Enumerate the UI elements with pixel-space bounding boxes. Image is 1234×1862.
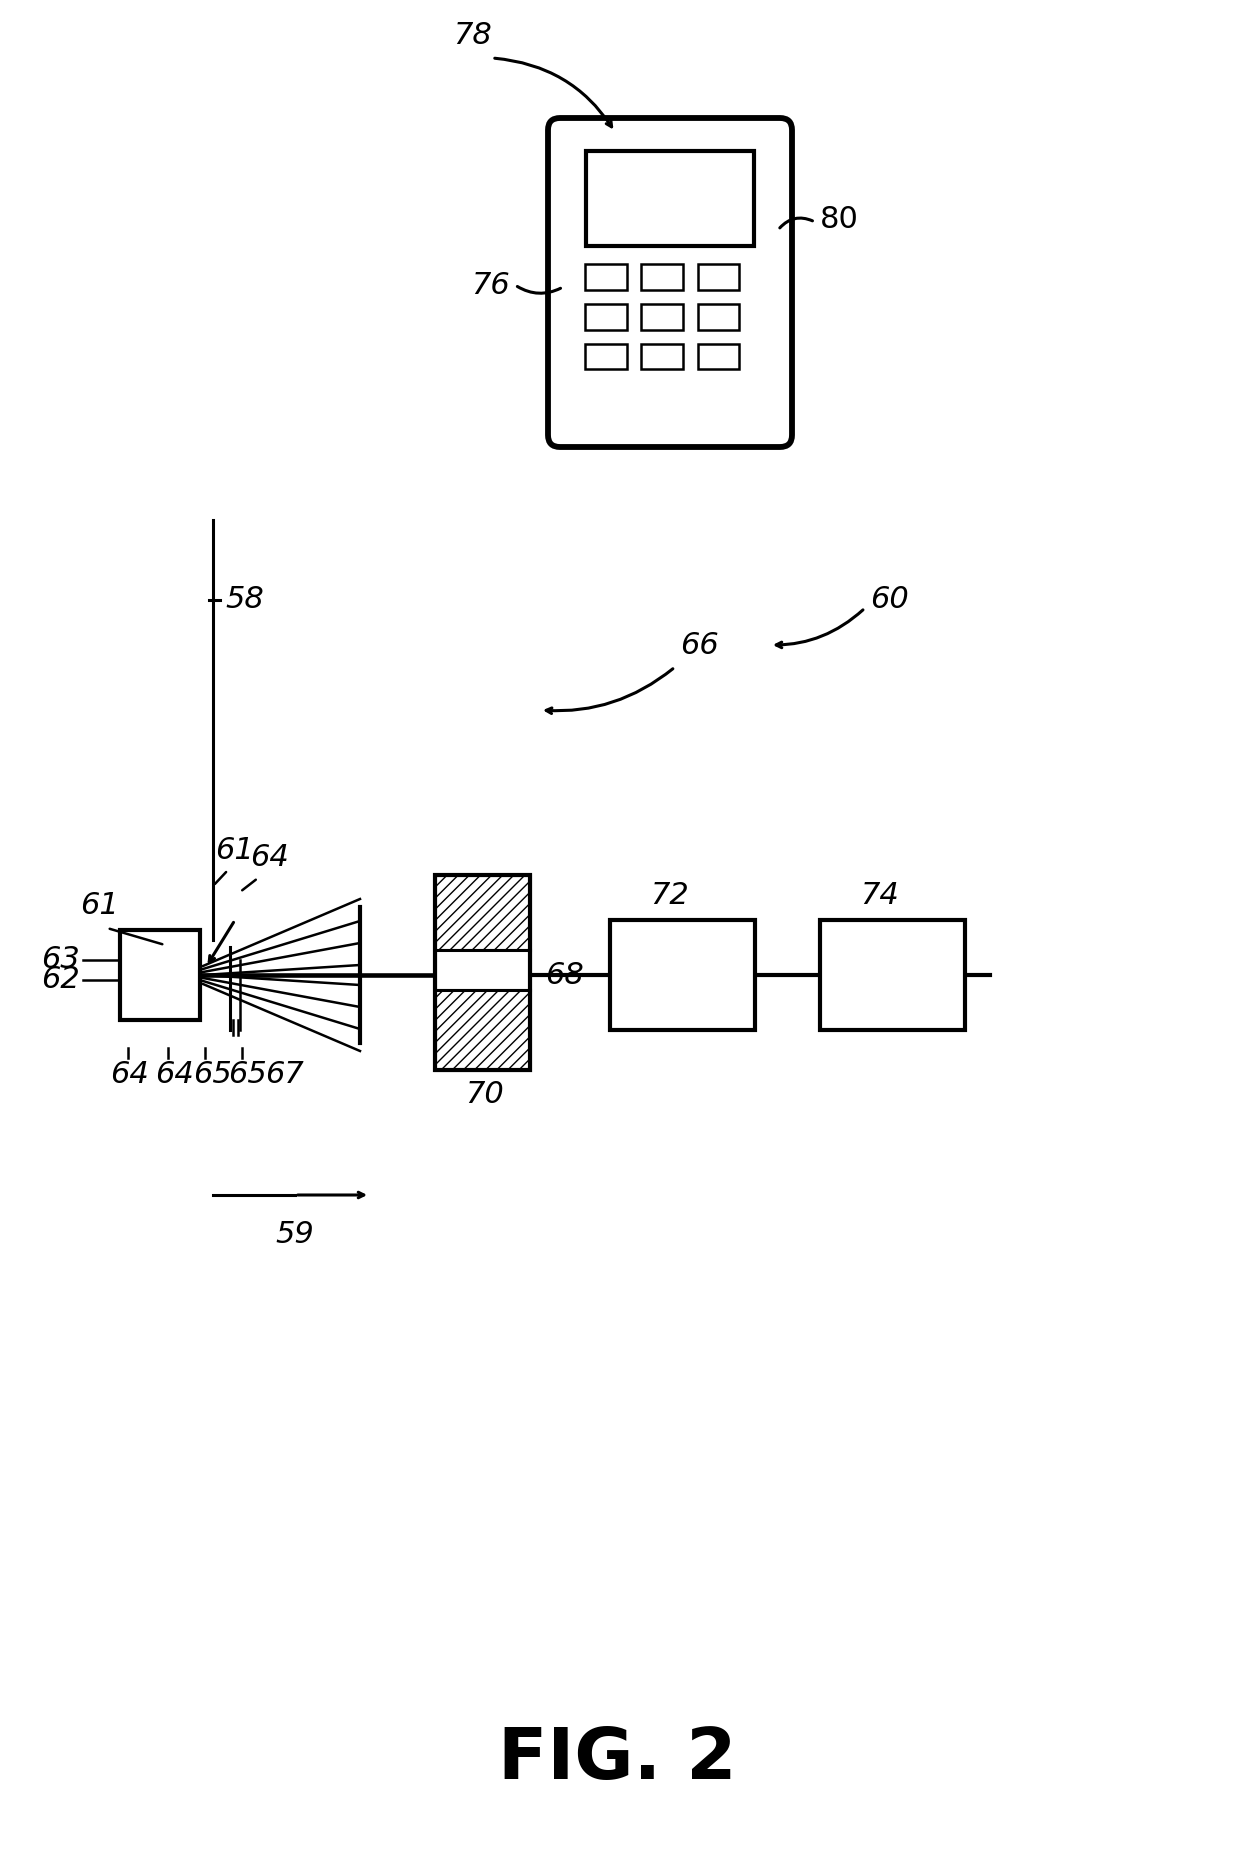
Text: 59: 59: [275, 1220, 315, 1249]
Bar: [610, 920, 755, 1030]
Text: 64: 64: [251, 843, 289, 871]
Bar: [586, 151, 754, 246]
Text: 70: 70: [465, 1080, 503, 1110]
Bar: [436, 991, 529, 1071]
Bar: [585, 304, 627, 330]
Text: 74: 74: [860, 881, 898, 911]
Text: 65: 65: [193, 1059, 232, 1089]
Bar: [585, 343, 627, 369]
FancyBboxPatch shape: [548, 117, 792, 447]
Text: 58: 58: [225, 585, 264, 614]
Bar: [642, 264, 684, 290]
Bar: [697, 264, 739, 290]
Bar: [821, 920, 965, 1030]
Bar: [436, 875, 529, 950]
Text: 68: 68: [545, 961, 584, 989]
Text: 72: 72: [650, 881, 689, 911]
Text: 64: 64: [155, 1059, 194, 1089]
Bar: [120, 929, 200, 1020]
Text: 63: 63: [41, 946, 80, 974]
Bar: [585, 264, 627, 290]
Bar: [642, 343, 684, 369]
Text: 62: 62: [41, 966, 80, 994]
Text: 61: 61: [215, 836, 254, 866]
Text: 78: 78: [454, 20, 492, 50]
Text: FIG. 2: FIG. 2: [497, 1726, 737, 1795]
Text: 65: 65: [228, 1059, 267, 1089]
Text: 61: 61: [80, 892, 118, 920]
Text: 60: 60: [870, 585, 908, 614]
Bar: [436, 950, 529, 991]
Bar: [697, 343, 739, 369]
Bar: [697, 304, 739, 330]
Bar: [436, 875, 529, 1071]
Bar: [642, 304, 684, 330]
Text: 66: 66: [680, 631, 718, 659]
Text: 76: 76: [471, 270, 510, 300]
Text: 80: 80: [821, 205, 859, 235]
Text: 64: 64: [110, 1059, 149, 1089]
Text: 67: 67: [265, 1059, 304, 1089]
